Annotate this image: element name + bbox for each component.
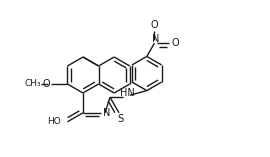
Text: HO: HO [47,117,60,126]
Text: O: O [42,79,50,89]
Text: CH₃: CH₃ [25,79,42,89]
Text: S: S [117,114,123,124]
Text: O: O [151,20,158,30]
Text: O: O [171,38,179,48]
Text: HN: HN [120,88,134,98]
Text: N: N [103,108,111,118]
Text: N: N [152,34,159,44]
